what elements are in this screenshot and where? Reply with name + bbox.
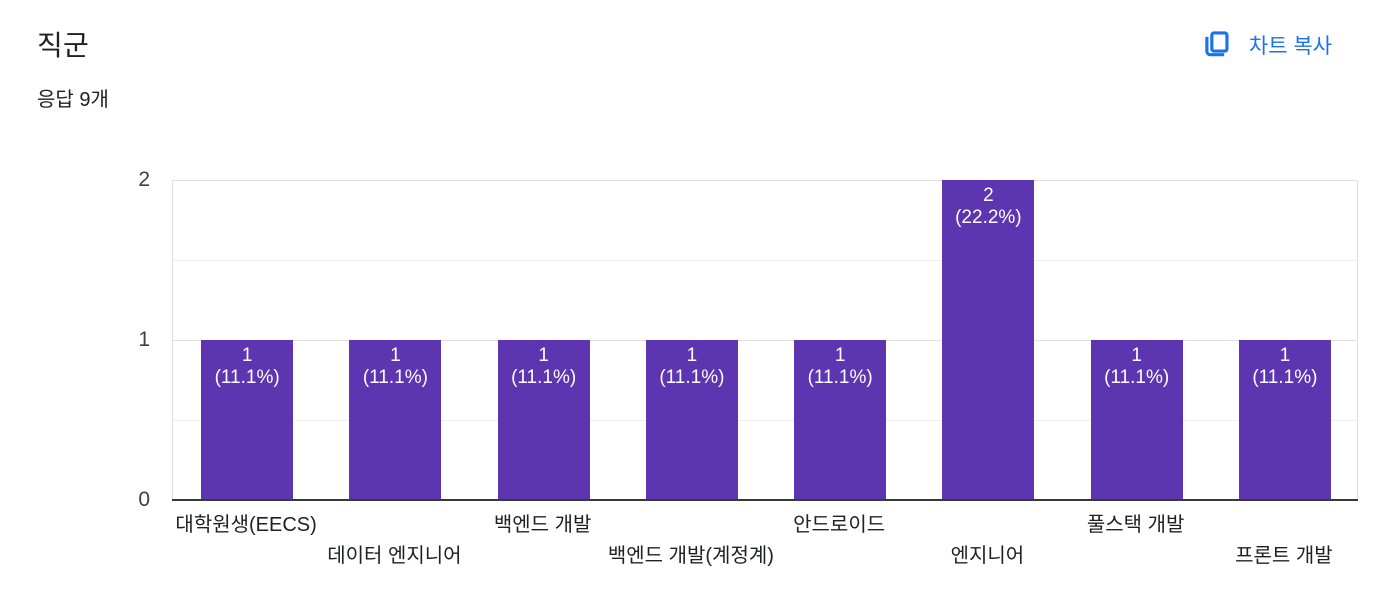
bar-5: 1 (11.1%) <box>794 340 887 500</box>
bar-value-label: 1 (11.1%) <box>362 345 428 388</box>
x-label-1: 대학원생(EECS) <box>175 514 317 536</box>
bar-value-label: 1 (11.1%) <box>1104 345 1170 388</box>
copy-icon <box>1200 28 1233 61</box>
bar-value-label: 1 (11.1%) <box>214 345 280 388</box>
bar-value-label: 1 (11.1%) <box>659 345 725 388</box>
bar-value-label: 1 (11.1%) <box>1252 345 1318 388</box>
x-label-8: 프론트 개발 <box>1235 545 1333 567</box>
bar-value-label: 1 (11.1%) <box>511 345 577 388</box>
y-tick-2: 2 <box>138 168 150 191</box>
copy-chart-button[interactable]: 차트 복사 <box>1198 26 1334 63</box>
gridline <box>173 420 1357 421</box>
bar-4: 1 (11.1%) <box>645 340 738 500</box>
bar-value-label: 2 (22.2%) <box>955 185 1022 228</box>
x-axis-baseline <box>172 499 1358 501</box>
gridline <box>173 340 1357 341</box>
y-tick-0: 0 <box>138 488 150 511</box>
x-label-5: 안드로이드 <box>793 514 886 536</box>
bar-chart-plot: 1 (11.1%) 1 (11.1%) 1 (11.1%) 1 (11.1%) 1 (11.1%)… <box>172 180 1358 500</box>
x-label-6: 엔지니어 <box>950 545 1025 567</box>
bar-value-label: 1 (11.1%) <box>807 345 873 388</box>
page-title: 직군 <box>37 30 89 61</box>
x-label-3: 백엔드 개발 <box>493 514 592 536</box>
bar-7: 1 (11.1%) <box>1090 340 1183 500</box>
x-label-7: 풀스택 개발 <box>1086 514 1185 536</box>
x-label-2: 데이터 엔지니어 <box>327 545 462 567</box>
bar-6: 2 (22.2%) <box>942 180 1035 500</box>
y-tick-1: 1 <box>138 328 150 351</box>
x-label-4: 백엔드 개발(계정계) <box>607 545 774 567</box>
bar-3: 1 (11.1%) <box>497 340 590 500</box>
bar-2: 1 (11.1%) <box>349 340 442 500</box>
copy-chart-label: 차트 복사 <box>1248 34 1332 58</box>
response-count: 응답 9개 <box>37 89 109 111</box>
gridline <box>173 180 1357 181</box>
bar-1: 1 (11.1%) <box>201 340 294 500</box>
bar-8: 1 (11.1%) <box>1238 340 1331 500</box>
gridline <box>173 260 1357 261</box>
